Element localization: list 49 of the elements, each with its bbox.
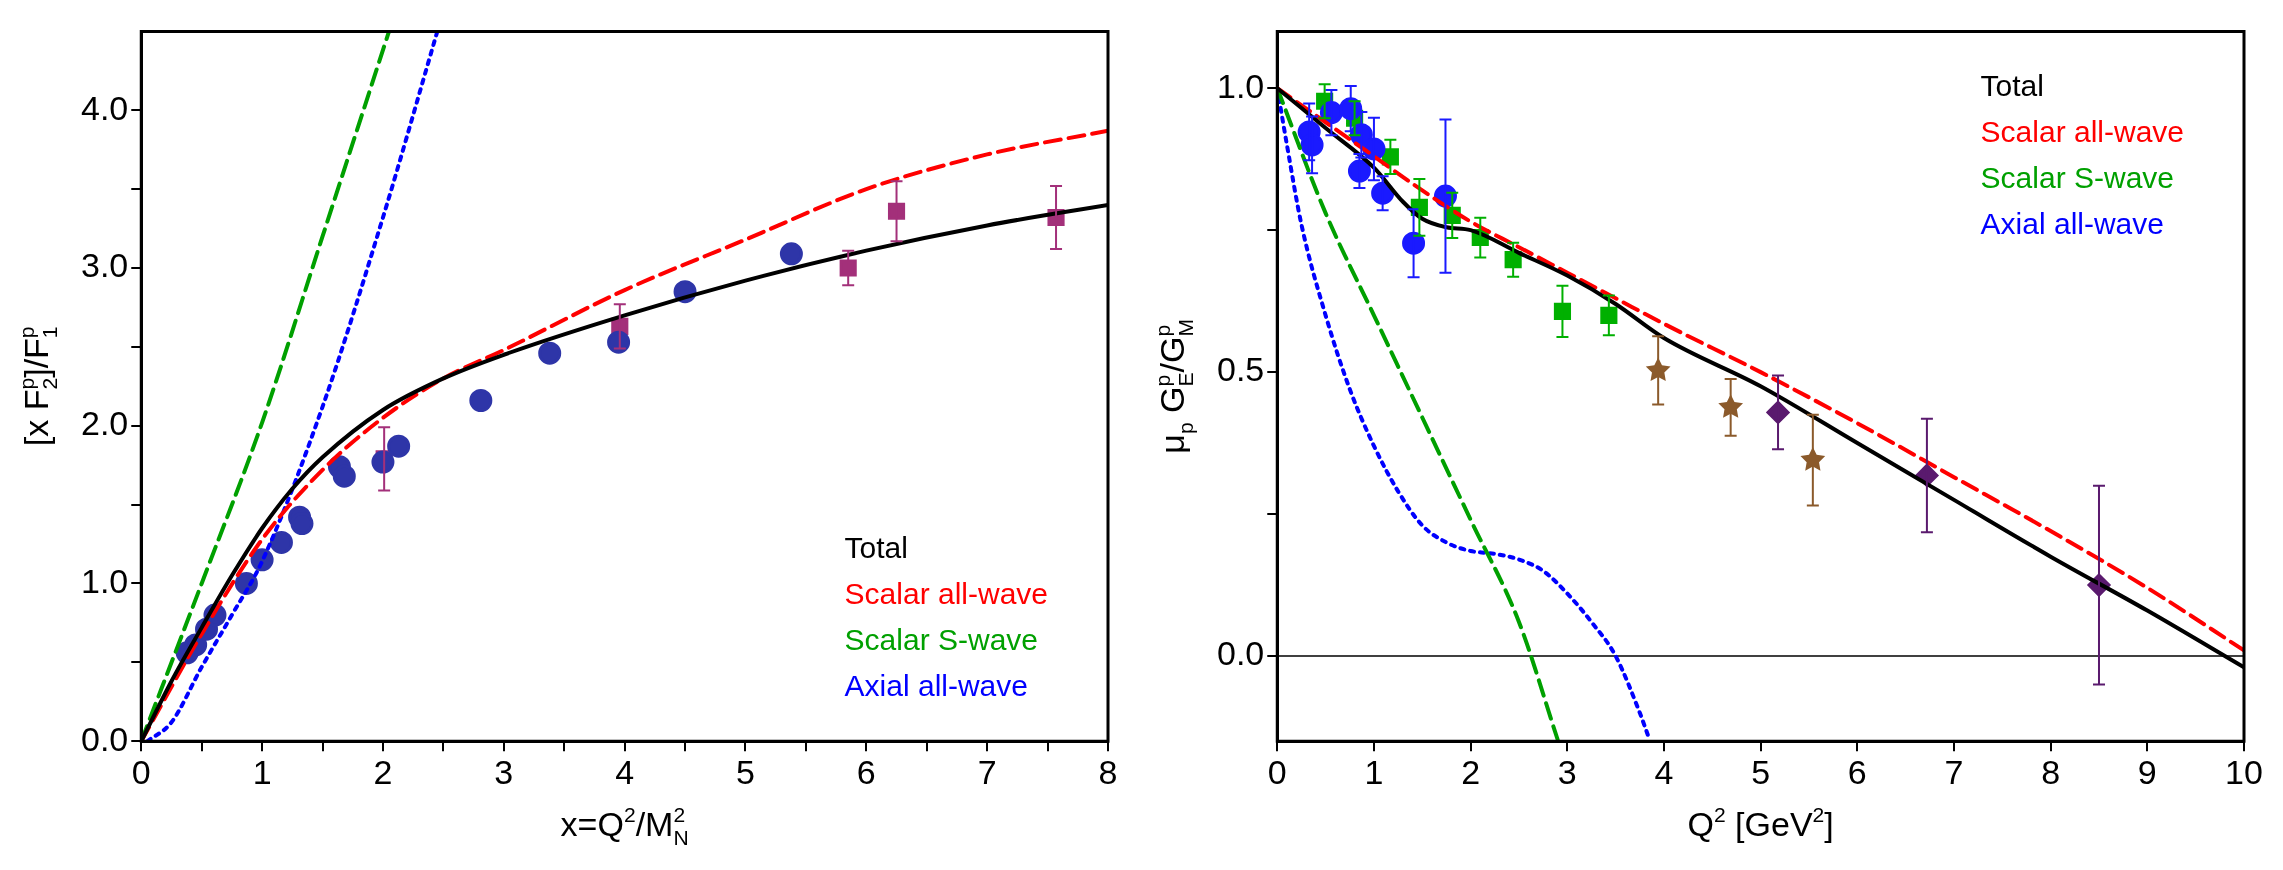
x-tick-label: 8 xyxy=(1098,752,1118,791)
x-tick-label: 7 xyxy=(1944,752,1964,791)
text: Total xyxy=(1980,69,2044,103)
point xyxy=(1645,357,1671,381)
x-tick-label: 0 xyxy=(131,752,151,791)
y-tick-label: 0.5 xyxy=(1217,350,1265,389)
point xyxy=(1718,394,1744,418)
y-axis-title: [x F2p]/F1p xyxy=(14,326,61,447)
y-tick-label: 1.0 xyxy=(81,561,129,600)
point xyxy=(332,464,356,488)
x-tick-label: 3 xyxy=(1557,752,1577,791)
text: Scalar all-wave xyxy=(1980,115,2185,149)
x-tick-label: 1 xyxy=(1364,752,1384,791)
x-tick-label: 7 xyxy=(977,752,997,791)
point xyxy=(269,530,293,554)
x-tick-label: 8 xyxy=(2041,752,2061,791)
x-tick-label: 10 xyxy=(2225,752,2263,791)
text: Scalar S-wave xyxy=(1980,161,2174,195)
x-tick-label: 9 xyxy=(2137,752,2157,791)
x-tick-label: 2 xyxy=(1461,752,1481,791)
text: Axial all-wave xyxy=(844,669,1028,703)
point xyxy=(1800,447,1826,471)
point xyxy=(469,389,493,412)
point xyxy=(538,341,562,365)
y-tick-label: 0.0 xyxy=(1217,634,1265,673)
y-tick-label: 3.0 xyxy=(81,246,129,285)
text: Scalar all-wave xyxy=(844,577,1049,611)
point xyxy=(387,434,411,458)
y-tick-label: 1.0 xyxy=(1217,66,1265,105)
text: Axial all-wave xyxy=(1980,207,2164,241)
y-tick-label: 0.0 xyxy=(81,719,129,758)
text: Total xyxy=(844,531,908,565)
x-tick-label: 4 xyxy=(1654,752,1674,791)
x-tick-label: 1 xyxy=(252,752,272,791)
x-tick-label: 5 xyxy=(1751,752,1771,791)
x-tick-label: 3 xyxy=(494,752,514,791)
x-tick-label: 0 xyxy=(1267,752,1287,791)
y-axis-title: μp GEp/GMp xyxy=(1150,318,1197,454)
x-tick-label: 4 xyxy=(615,752,635,791)
x-tick-label: 6 xyxy=(1847,752,1867,791)
point xyxy=(779,242,803,266)
x-tick-label: 6 xyxy=(856,752,876,791)
text: Scalar S-wave xyxy=(844,623,1038,657)
y-tick-label: 2.0 xyxy=(81,404,129,443)
y-tick-label: 4.0 xyxy=(81,88,129,127)
x-tick-label: 5 xyxy=(736,752,755,791)
line-series xyxy=(145,31,440,742)
point xyxy=(839,259,857,277)
x-tick-label: 2 xyxy=(373,752,393,791)
